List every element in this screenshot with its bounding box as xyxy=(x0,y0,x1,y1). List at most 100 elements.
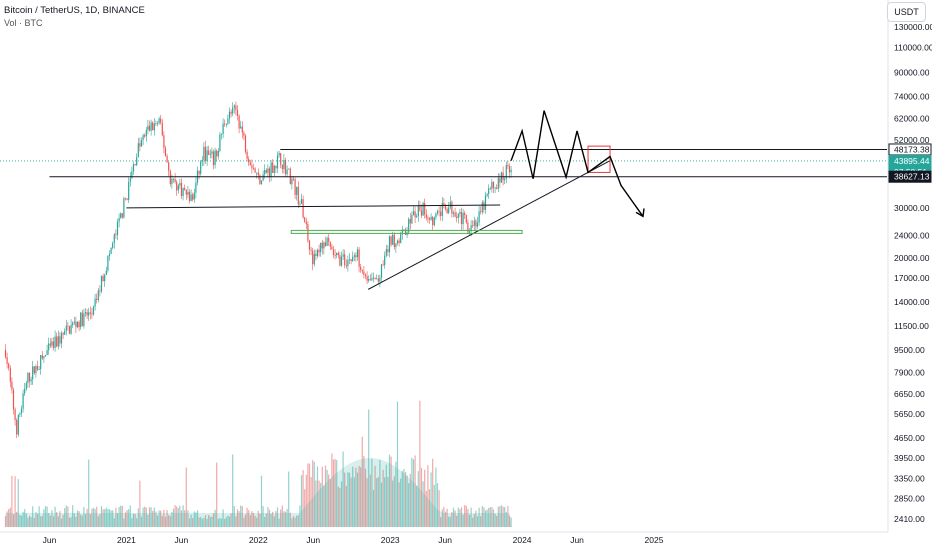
volume-bar xyxy=(478,507,480,527)
time-tick-label: Jun xyxy=(306,535,320,545)
volume-bar xyxy=(84,514,87,527)
candle-body xyxy=(470,225,472,232)
volume-bar xyxy=(432,458,434,527)
volume-bar xyxy=(96,506,98,527)
candle-body xyxy=(16,419,18,435)
candle-body xyxy=(99,290,101,292)
candle-body xyxy=(9,368,11,382)
candle-body xyxy=(262,174,264,181)
candle-body xyxy=(296,186,298,195)
candle-body xyxy=(176,181,178,191)
candle-body xyxy=(280,153,282,165)
price-tick-label: 90000.00 xyxy=(894,67,930,77)
candle-body xyxy=(137,143,139,158)
volume-bar xyxy=(100,506,103,527)
volume-bar xyxy=(123,518,125,527)
volume-bar xyxy=(267,507,269,527)
volume-bar xyxy=(137,508,139,527)
volume-bar xyxy=(358,466,360,527)
currency-button[interactable]: USDT xyxy=(887,2,926,22)
time-axis[interactable]: Jun 2021 Jun 2022 Jun 2023 Jun 2024 Jun 2025 xyxy=(0,531,888,545)
volume-bar xyxy=(470,507,472,527)
candle-body xyxy=(148,125,151,131)
volume-bar xyxy=(118,506,120,527)
volume-bar xyxy=(286,508,288,527)
candle-body xyxy=(459,211,461,214)
volume-bar xyxy=(387,476,389,527)
volume-bar xyxy=(273,516,275,527)
candle-body xyxy=(294,179,296,195)
candle-body xyxy=(60,333,63,344)
volume-bar xyxy=(204,515,207,527)
candle-body xyxy=(113,234,115,244)
candle-body xyxy=(497,178,499,189)
volume-bar xyxy=(46,506,48,527)
candle-body xyxy=(107,255,109,271)
candle-body xyxy=(40,355,42,370)
candle-body xyxy=(361,270,363,272)
volume-bar xyxy=(230,513,232,527)
candle-body xyxy=(456,216,458,218)
volume-bar xyxy=(307,463,309,527)
candle-body xyxy=(411,215,413,224)
volume-bar xyxy=(276,507,279,527)
candle-body xyxy=(416,216,418,218)
volume-bar xyxy=(409,473,411,527)
candle-body xyxy=(216,150,218,157)
candle-body xyxy=(209,153,211,155)
volume-bar xyxy=(201,518,203,527)
candle-body xyxy=(134,164,136,166)
volume-bar xyxy=(433,485,435,527)
candle-body xyxy=(52,341,55,348)
candle-body xyxy=(224,123,226,125)
volume-bar xyxy=(222,509,224,527)
price-axis[interactable]: 130000.00 110000.00 90000.00 74000.00 62000.… xyxy=(887,0,932,532)
chart-legend: Bitcoin / TetherUS, 1D, BINANCE Vol · BT… xyxy=(4,5,145,29)
candle-body xyxy=(187,191,189,195)
volume-bar xyxy=(65,505,67,527)
volume-bar xyxy=(62,514,64,527)
volume-bar xyxy=(132,513,135,527)
volume-bar xyxy=(456,515,458,527)
candle-body xyxy=(57,336,59,347)
candle-body xyxy=(312,250,314,265)
candle-body xyxy=(353,255,355,257)
volume-bar xyxy=(64,508,66,527)
candle-body xyxy=(232,107,234,114)
price-label-box xyxy=(888,170,932,183)
candle-body xyxy=(267,168,269,173)
volume-bar xyxy=(500,505,503,527)
candle-body xyxy=(193,192,195,200)
candle-body xyxy=(496,187,498,189)
candle-body xyxy=(254,168,256,173)
volume-bar xyxy=(417,471,419,527)
candle-body xyxy=(388,236,391,253)
volume-bar xyxy=(120,505,122,527)
candle-body xyxy=(46,350,48,356)
volume-bar xyxy=(460,507,463,527)
candle-body xyxy=(164,148,167,157)
volume-bar xyxy=(182,505,184,527)
candle-body xyxy=(500,172,503,183)
candle-body xyxy=(273,165,275,174)
candle-body xyxy=(96,298,98,300)
volume-bar xyxy=(299,505,301,527)
price-tick-label: 2850.00 xyxy=(894,493,925,503)
candle-body xyxy=(64,331,66,335)
volume-bar xyxy=(148,507,151,527)
volume-bar xyxy=(171,512,173,527)
candle-body xyxy=(339,255,341,266)
volume-bar xyxy=(384,477,386,527)
candle-body xyxy=(440,211,442,216)
volume-bar xyxy=(233,506,235,527)
candle-body xyxy=(286,169,288,175)
volume-bar xyxy=(441,509,443,527)
candle-body xyxy=(44,355,47,357)
volume-bar xyxy=(408,483,410,527)
candle-body xyxy=(228,111,231,119)
volume-bar xyxy=(396,401,399,527)
volume-bar xyxy=(377,477,379,527)
candle-body xyxy=(486,193,488,196)
candle-body xyxy=(505,164,507,179)
